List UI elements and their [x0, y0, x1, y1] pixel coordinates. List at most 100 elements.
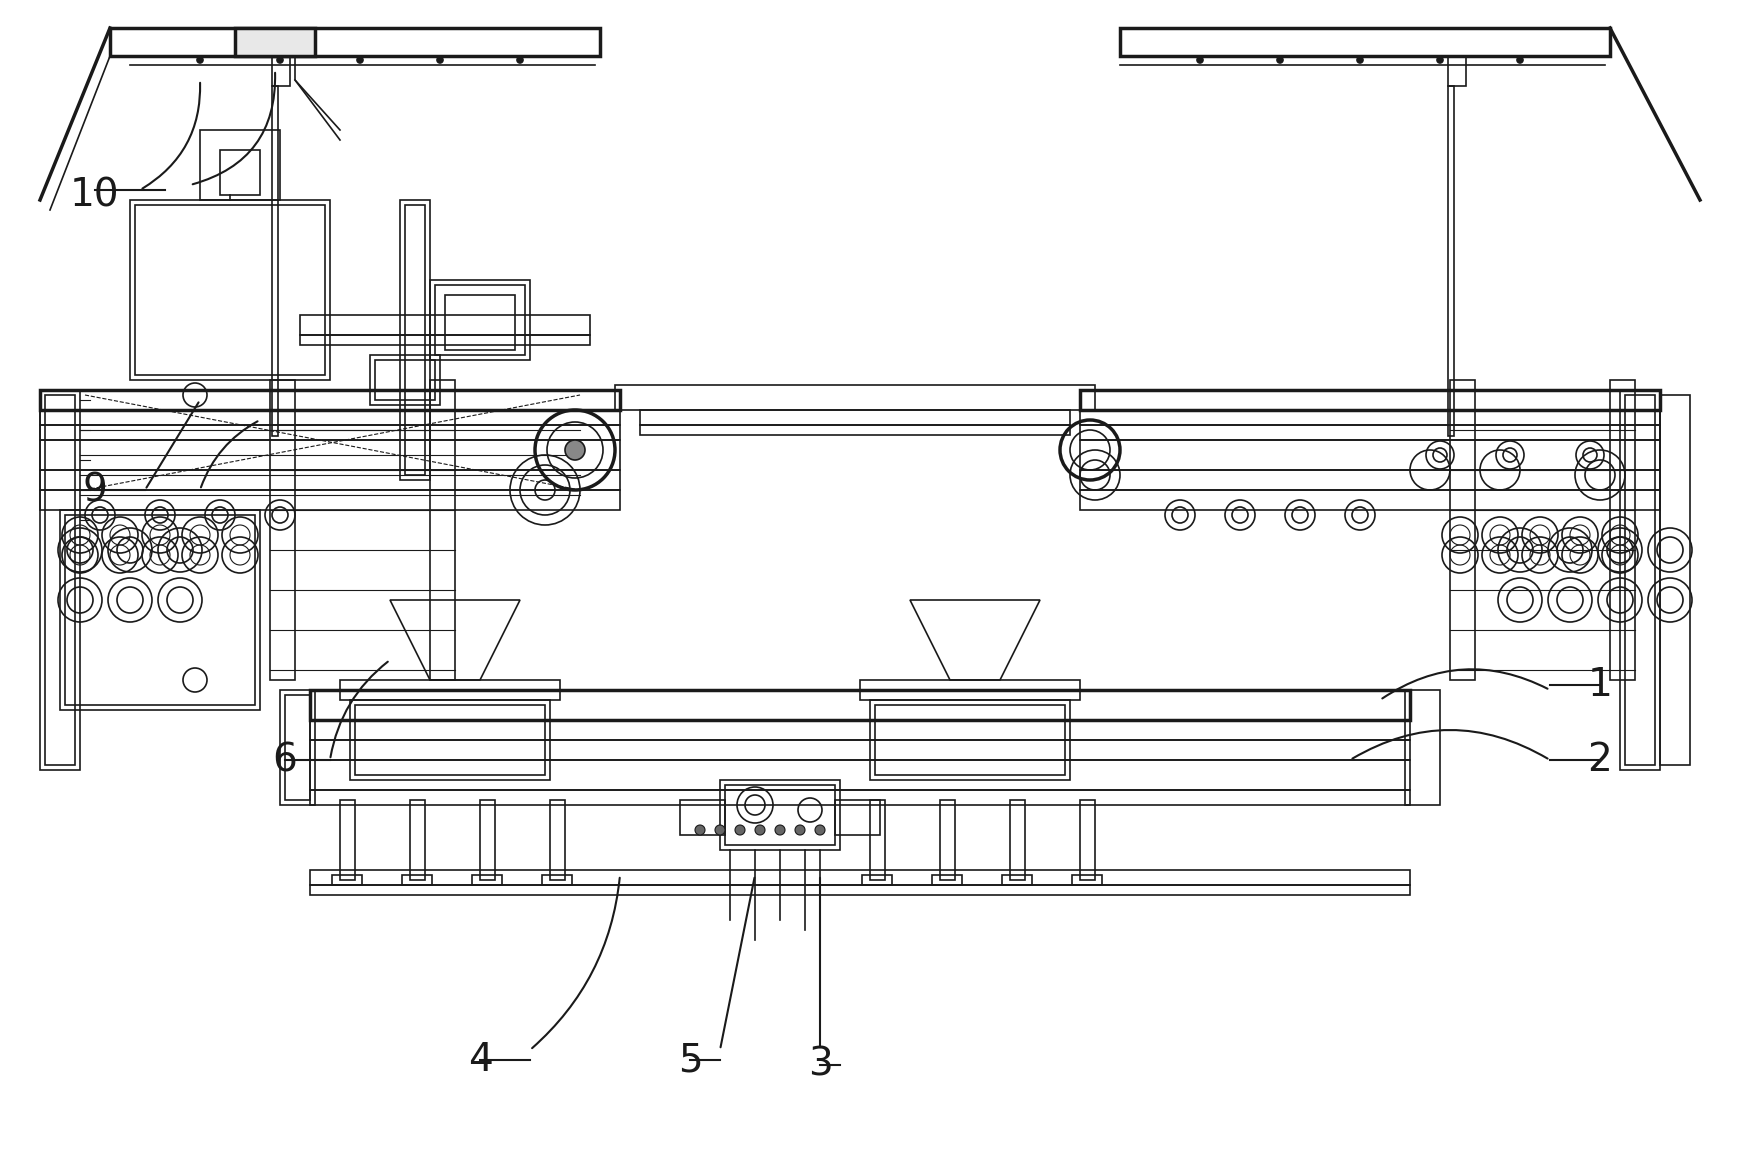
Bar: [471, 875, 503, 885]
Bar: [480, 800, 496, 881]
Bar: [271, 380, 295, 680]
Bar: [932, 875, 962, 885]
Circle shape: [1357, 58, 1364, 63]
Circle shape: [735, 825, 746, 834]
Bar: [719, 780, 840, 849]
Bar: [641, 410, 1070, 425]
Text: 5: 5: [677, 1041, 702, 1078]
Bar: [311, 740, 1411, 760]
Bar: [1009, 800, 1025, 881]
Circle shape: [716, 825, 725, 834]
Bar: [1081, 470, 1660, 490]
Circle shape: [1198, 58, 1203, 63]
Circle shape: [1437, 58, 1442, 63]
Bar: [870, 700, 1070, 780]
Bar: [1447, 86, 1454, 436]
Bar: [40, 390, 80, 770]
Bar: [65, 514, 255, 706]
Circle shape: [356, 58, 363, 63]
Bar: [311, 885, 1411, 895]
Text: 9: 9: [82, 471, 108, 509]
Bar: [332, 875, 361, 885]
Bar: [300, 335, 590, 345]
Bar: [939, 800, 955, 881]
Bar: [870, 800, 885, 881]
Bar: [1081, 425, 1660, 440]
Bar: [430, 380, 456, 680]
Bar: [375, 360, 435, 401]
Bar: [349, 700, 550, 780]
Bar: [300, 315, 590, 335]
Bar: [45, 395, 75, 765]
Bar: [134, 205, 325, 375]
Bar: [311, 870, 1411, 885]
Bar: [285, 695, 311, 800]
Bar: [272, 56, 290, 86]
Text: 1: 1: [1587, 666, 1613, 704]
Bar: [1119, 28, 1610, 56]
Circle shape: [794, 825, 805, 834]
Bar: [340, 680, 560, 700]
Circle shape: [775, 825, 786, 834]
Bar: [311, 689, 1411, 721]
Bar: [541, 875, 573, 885]
Bar: [410, 800, 424, 881]
Bar: [1081, 390, 1660, 410]
Circle shape: [695, 825, 705, 834]
Bar: [311, 790, 1411, 805]
Circle shape: [754, 825, 765, 834]
Bar: [1610, 380, 1634, 680]
Bar: [236, 28, 314, 56]
Text: 4: 4: [468, 1041, 492, 1078]
Bar: [550, 800, 566, 881]
Bar: [40, 425, 620, 440]
Bar: [445, 295, 515, 350]
Bar: [875, 706, 1065, 775]
Circle shape: [1276, 58, 1283, 63]
Bar: [129, 200, 330, 380]
Bar: [1081, 800, 1095, 881]
Bar: [110, 28, 601, 56]
Bar: [405, 205, 424, 475]
Bar: [40, 390, 620, 410]
Bar: [311, 760, 1411, 790]
Bar: [725, 785, 835, 845]
Bar: [1081, 410, 1660, 425]
Bar: [1626, 395, 1655, 765]
Circle shape: [517, 58, 524, 63]
Bar: [279, 689, 314, 805]
Bar: [59, 510, 260, 710]
Bar: [340, 800, 354, 881]
Bar: [863, 875, 892, 885]
Bar: [1620, 390, 1660, 770]
Bar: [400, 200, 430, 480]
Text: 2: 2: [1587, 741, 1612, 779]
Bar: [861, 680, 1081, 700]
Bar: [354, 706, 545, 775]
Bar: [40, 410, 620, 425]
Bar: [1081, 440, 1660, 470]
Circle shape: [566, 440, 585, 460]
Circle shape: [436, 58, 443, 63]
Bar: [1447, 56, 1467, 86]
Bar: [40, 470, 620, 490]
Text: 6: 6: [272, 741, 297, 779]
Bar: [1081, 490, 1660, 510]
Bar: [435, 285, 526, 355]
Bar: [272, 86, 278, 436]
Bar: [40, 440, 620, 470]
Bar: [1660, 395, 1690, 765]
Bar: [370, 355, 440, 405]
Bar: [402, 875, 431, 885]
Text: 3: 3: [808, 1046, 833, 1084]
Bar: [311, 721, 1411, 740]
Bar: [615, 384, 1095, 410]
Bar: [1449, 380, 1475, 680]
Bar: [40, 490, 620, 510]
Bar: [201, 130, 279, 200]
Bar: [1406, 689, 1440, 805]
Bar: [430, 280, 531, 360]
Bar: [1072, 875, 1102, 885]
Bar: [1002, 875, 1032, 885]
Bar: [679, 800, 725, 834]
